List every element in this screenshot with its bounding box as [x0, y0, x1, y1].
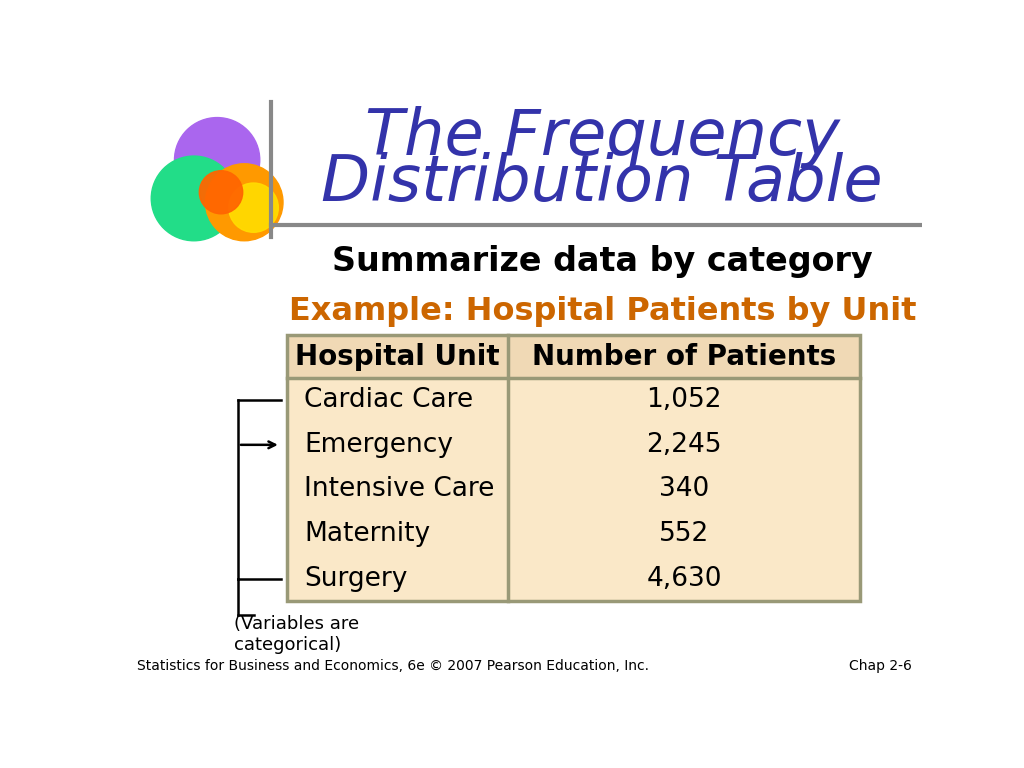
Text: Surgery: Surgery [304, 566, 408, 592]
Bar [287, 336, 860, 601]
Text: Intensive Care: Intensive Care [304, 476, 495, 502]
Text: Distribution Table: Distribution Table [322, 152, 883, 214]
Text: Emergency: Emergency [304, 432, 453, 458]
Text: 340: 340 [658, 476, 710, 502]
Text: 2,245: 2,245 [646, 432, 722, 458]
Circle shape [228, 183, 279, 232]
Text: Summarize data by category: Summarize data by category [332, 245, 872, 278]
Bar [287, 336, 860, 601]
Text: 4,630: 4,630 [646, 566, 722, 592]
Text: Hospital Unit: Hospital Unit [295, 343, 500, 371]
Bar [287, 336, 860, 378]
Text: Statistics for Business and Economics, 6e © 2007 Pearson Education, Inc.: Statistics for Business and Economics, 6… [137, 659, 649, 673]
Text: 552: 552 [658, 521, 710, 547]
Text: Chap 2-6: Chap 2-6 [850, 659, 912, 673]
Text: Example: Hospital Patients by Unit: Example: Hospital Patients by Unit [289, 296, 916, 327]
Circle shape [206, 164, 283, 241]
Text: Number of Patients: Number of Patients [531, 343, 837, 371]
Text: Cardiac Care: Cardiac Care [304, 387, 473, 413]
Circle shape [200, 170, 243, 214]
Text: The Frequency: The Frequency [365, 106, 840, 168]
Text: Maternity: Maternity [304, 521, 430, 547]
Circle shape [174, 118, 260, 202]
Text: 1,052: 1,052 [646, 387, 722, 413]
Circle shape [152, 156, 237, 241]
Text: (Variables are
categorical): (Variables are categorical) [234, 615, 359, 654]
